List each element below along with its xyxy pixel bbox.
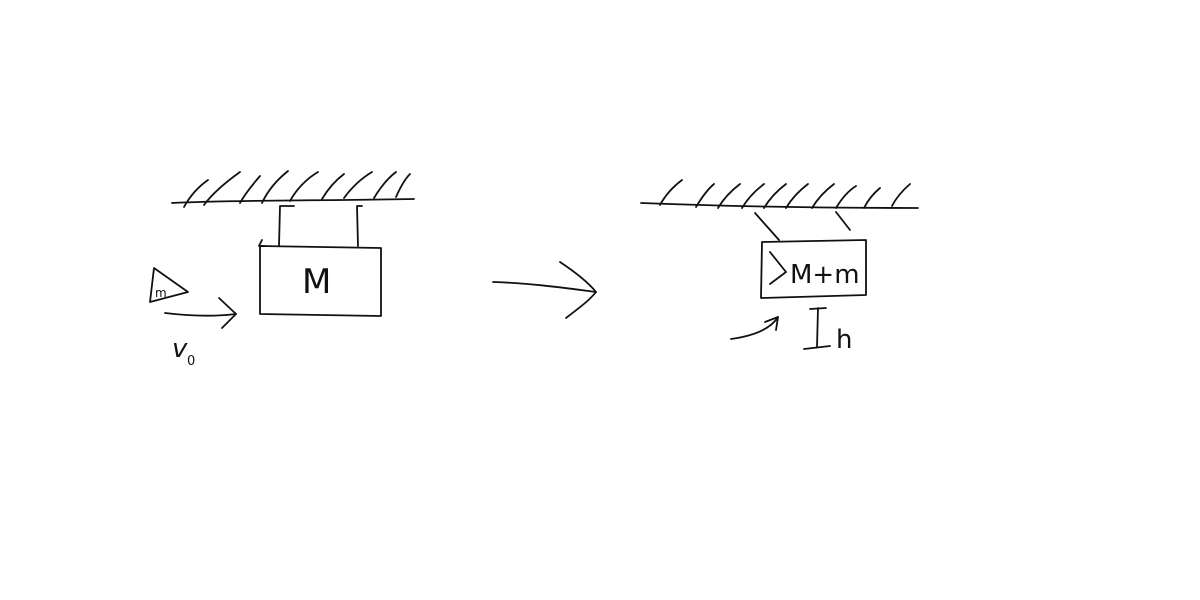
velocity-subscript: 0 [187, 354, 195, 369]
left-ceiling [171, 198, 415, 204]
left-ceiling-hatching [183, 170, 411, 208]
velocity-arrow [164, 312, 237, 317]
before-scene: M m v 0 [149, 170, 415, 369]
block-m-label: M [302, 262, 331, 302]
block-m [259, 245, 382, 317]
embedded-bullet [769, 251, 787, 285]
height-marker [803, 307, 831, 350]
right-ceiling [640, 202, 919, 209]
height-label: h [836, 325, 852, 355]
right-ceiling-hatching [659, 179, 911, 209]
velocity-arrowhead [218, 297, 237, 329]
transition-arrow [492, 261, 597, 319]
bullet-label: m [155, 286, 167, 300]
bullet [149, 267, 189, 303]
right-string-left [754, 212, 780, 241]
velocity-label: v [172, 334, 188, 364]
right-string-right [835, 211, 851, 231]
after-scene: M+m h [640, 179, 919, 355]
swing-arrow [730, 316, 779, 340]
block-combined-label: M+m [790, 260, 860, 290]
left-string-right [356, 205, 363, 247]
block-combined [760, 239, 867, 299]
left-string-left [278, 205, 295, 247]
swing-arrowhead [764, 316, 779, 331]
